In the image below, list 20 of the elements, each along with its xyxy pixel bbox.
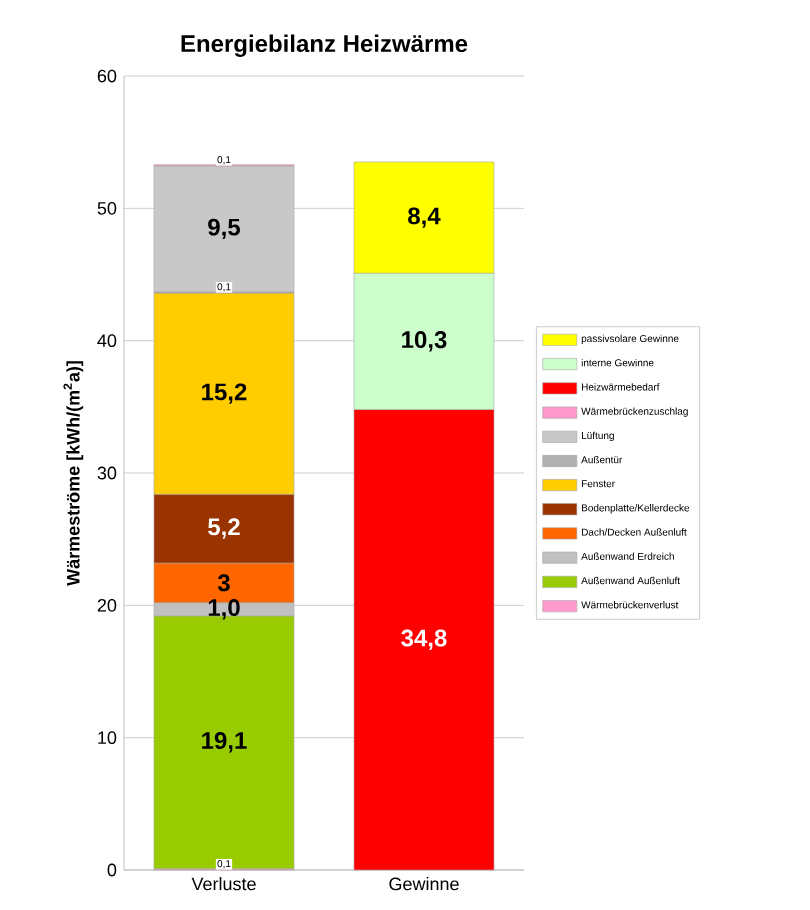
y-axis-title: Wärmeströme [kWh/(m$^{2}$a)] [63,361,84,586]
data-label: 9,5 [208,218,241,240]
data-label: 15,2 [202,383,247,404]
x-tick-label: Verluste [191,877,256,891]
data-label: 3 [217,574,230,592]
y-tick-label: 10 [98,731,117,745]
y-tick-label: 30 [97,466,117,480]
data-label: 1,0 [208,599,240,620]
data-label: 34,8 [401,629,447,650]
y-tick-label: 20 [97,598,117,612]
data-label: 8,4 [408,207,441,228]
chart-title: Energiebilanz Heizwärme [181,34,468,57]
y-tick-label: 60 [97,69,117,83]
y-tick-label: 50 [97,201,117,215]
y-tick-label: 0 [107,863,117,877]
data-label: 5,2 [208,518,240,539]
y-tick-label: 40 [97,334,117,348]
data-label: 10,3 [402,331,447,352]
x-tick-label: Gewinne [389,877,459,891]
data-label: 19,1 [202,732,247,753]
